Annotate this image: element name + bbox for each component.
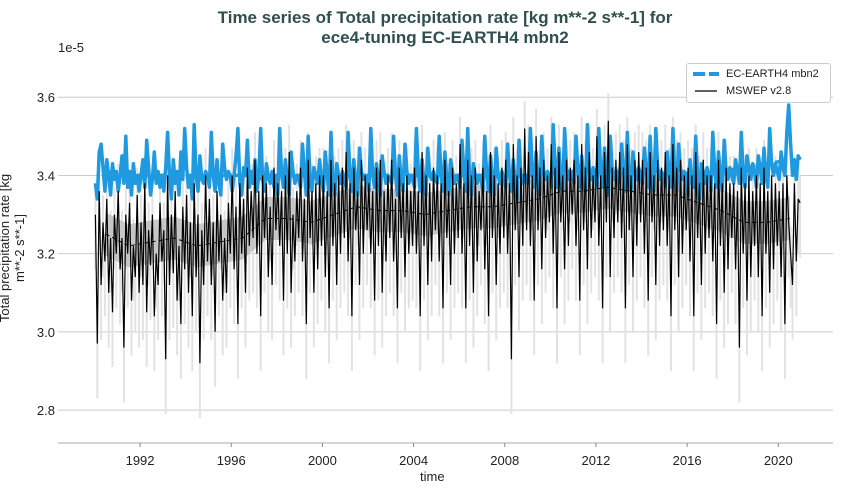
- y-offset-label: 1e-5: [58, 40, 85, 55]
- chart-title: Time series of Total precipitation rate …: [217, 8, 673, 27]
- x-tick-label: 2016: [673, 453, 702, 468]
- legend-swatch-dashed: [693, 72, 719, 76]
- mswep-running-mean-line: [105, 186, 790, 247]
- x-tick-label: 2000: [308, 453, 337, 468]
- chart-subtitle: ece4-tuning EC-EARTH4 mbn2: [321, 28, 569, 47]
- y-tick-label: 3.0: [37, 325, 55, 340]
- legend-label: EC-EARTH4 mbn2: [726, 68, 819, 80]
- legend-swatch-solid: [695, 90, 717, 92]
- x-tick-label: 2012: [581, 453, 610, 468]
- ec-earth-monthly-line: [93, 103, 802, 201]
- x-axis-label: time: [420, 469, 445, 484]
- y-tick-label: 3.6: [37, 90, 55, 105]
- legend-item-ec-earth: EC-EARTH4 mbn2: [693, 68, 819, 80]
- x-tick-label: 2020: [764, 453, 793, 468]
- legend-item-mswep: MSWEP v2.8: [693, 85, 791, 97]
- y-tick-label: 2.8: [37, 403, 55, 418]
- ec-earth-running-mean-line: [105, 158, 790, 182]
- x-tick-label: 2008: [490, 453, 519, 468]
- legend-label: MSWEP v2.8: [726, 85, 792, 97]
- mswep-monthly-line: [94, 120, 801, 364]
- y-tick-label: 3.4: [37, 168, 55, 183]
- x-tick-label: 1992: [126, 453, 155, 468]
- y-tick-label: 3.2: [37, 247, 55, 262]
- x-tick-label: 1996: [217, 453, 246, 468]
- x-tick-label: 2004: [399, 453, 428, 468]
- legend: EC-EARTH4 mbn2 MSWEP v2.8: [686, 63, 831, 103]
